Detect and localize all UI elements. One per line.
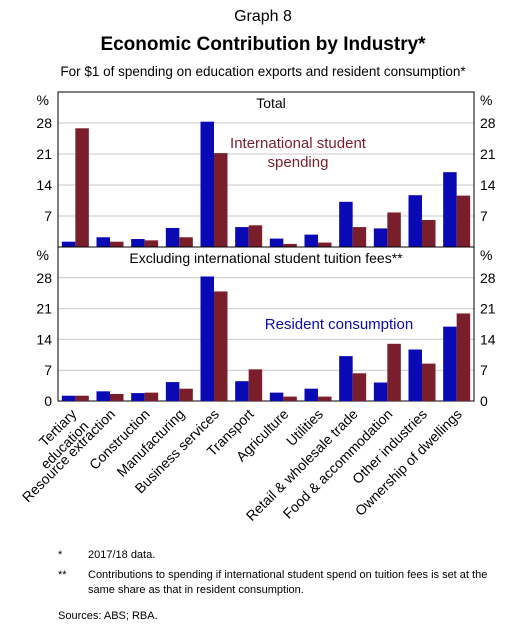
- bar-p1-s1-c2: [144, 392, 159, 401]
- ytick-right-p1-1: 7: [480, 362, 488, 378]
- chart-subtitle: For $1 of spending on education exports …: [60, 64, 466, 79]
- ytick-right-p0-4: 28: [480, 115, 496, 131]
- bar-p1-s0-c6: [269, 392, 284, 401]
- footnotes: * 2017/18 data. ** Contributions to spen…: [58, 548, 488, 603]
- bar-chart: 7 7 14 14 21 21 28 28% % Total International stude…: [19, 91, 496, 524]
- bar-p1-s0-c5: [235, 381, 249, 401]
- ytick-right-p0-3: 21: [480, 146, 496, 162]
- annotation-p1: Resident consumption: [265, 316, 413, 333]
- bar-p0-s1-c10: [422, 219, 436, 247]
- ytick-left-p1-0: 0: [44, 393, 52, 409]
- bar-p0-s0-c8: [339, 201, 353, 247]
- ytick-right-p1-2: 14: [480, 331, 496, 347]
- bar-p1-s0-c3: [165, 382, 180, 401]
- sources: Sources: ABS; RBA.: [58, 610, 158, 622]
- bar-p1-s0-c10: [408, 349, 422, 401]
- bar-p0-s1-c7: [318, 242, 332, 247]
- ytick-left-p0-2: 14: [36, 177, 52, 193]
- bar-p1-s1-c11: [456, 313, 471, 401]
- bar-p1-s1-c7: [318, 396, 332, 401]
- bar-p0-s0-c0: [61, 241, 76, 247]
- bar-p0-s0-c10: [408, 195, 422, 247]
- bar-p0-s0-c2: [131, 239, 145, 247]
- bar-p0-s1-c9: [387, 212, 401, 247]
- bar-p0-s0-c6: [269, 238, 284, 247]
- chart-title: Economic Contribution by Industry*: [100, 34, 426, 55]
- ytick-left-p1-4: 28: [36, 270, 52, 286]
- bar-p0-s1-c5: [248, 225, 263, 247]
- bar-p1-s0-c2: [131, 393, 145, 401]
- ytick-left-p1-3: 21: [36, 301, 52, 317]
- footnote-2-mark: **: [58, 569, 67, 581]
- bar-p0-s1-c1: [110, 241, 124, 247]
- bar-p1-s1-c5: [248, 369, 263, 401]
- graph-number: Graph 8: [234, 8, 292, 25]
- bar-p1-s1-c4: [214, 291, 228, 401]
- bar-p0-s1-c3: [179, 237, 193, 247]
- bar-p0-s1-c0: [75, 128, 89, 247]
- ylabel-left-p1: %: [37, 247, 49, 263]
- ytick-right-p0-2: 14: [480, 177, 496, 193]
- ytick-right-p1-3: 21: [480, 301, 496, 317]
- bar-p0-s1-c4: [214, 153, 228, 247]
- bar-p1-s0-c11: [443, 326, 457, 401]
- panel-title-0: Total: [256, 95, 286, 111]
- bar-p0-s0-c4: [200, 121, 214, 247]
- ytick-left-p0-3: 21: [36, 146, 52, 162]
- ytick-right-p0-1: 7: [480, 208, 488, 224]
- footnote-1: * 2017/18 data.: [58, 548, 488, 563]
- bar-p1-s1-c8: [352, 373, 367, 401]
- bar-p1-s1-c6: [283, 396, 297, 401]
- bar-p1-s1-c0: [75, 395, 89, 401]
- bar-p1-s0-c0: [61, 395, 76, 401]
- bar-p1-s0-c7: [304, 388, 318, 401]
- bar-p0-s0-c3: [165, 227, 180, 247]
- annotation-p0-line1: International student: [230, 135, 367, 152]
- bar-p0-s0-c11: [443, 172, 457, 247]
- panel-frame-1: [57, 246, 475, 402]
- ytick-left-p1-2: 14: [36, 331, 52, 347]
- ylabel-right-p0: %: [480, 92, 492, 108]
- ytick-left-p0-4: 28: [36, 115, 52, 131]
- bar-p1-s1-c10: [422, 363, 436, 401]
- footnote-2-text: Contributions to spending if internation…: [88, 569, 488, 596]
- ylabel-left-p0: %: [37, 92, 49, 108]
- bar-p1-s0-c9: [373, 382, 388, 401]
- bar-p0-s0-c9: [373, 228, 388, 247]
- ytick-left-p0-1: 7: [44, 208, 52, 224]
- bar-p1-s1-c1: [110, 393, 124, 401]
- bar-p0-s1-c11: [456, 195, 471, 247]
- footnote-1-mark: *: [58, 549, 63, 561]
- bar-p0-s1-c8: [352, 227, 367, 247]
- bar-p0-s1-c6: [283, 243, 297, 247]
- footnote-1-text: 2017/18 data.: [88, 549, 156, 561]
- footnote-2: ** Contributions to spending if internat…: [58, 568, 488, 598]
- panel-title-1: Excluding international student tuition …: [129, 250, 403, 266]
- ylabel-right-p1: %: [480, 247, 492, 263]
- annotation-p0-line2: spending: [268, 154, 329, 171]
- ytick-left-p1-1: 7: [44, 362, 52, 378]
- bar-p0-s1-c2: [144, 240, 159, 247]
- bar-p0-s0-c5: [235, 227, 249, 247]
- bar-p0-s0-c1: [96, 237, 110, 247]
- bar-p1-s0-c1: [96, 391, 110, 401]
- bar-p1-s0-c8: [339, 356, 353, 401]
- ytick-right-p1-0: 0: [480, 393, 488, 409]
- bar-p1-s0-c4: [200, 276, 214, 401]
- bar-p0-s0-c7: [304, 234, 318, 247]
- ytick-right-p1-4: 28: [480, 270, 496, 286]
- bar-p1-s1-c3: [179, 388, 193, 401]
- bar-p1-s1-c9: [387, 343, 401, 401]
